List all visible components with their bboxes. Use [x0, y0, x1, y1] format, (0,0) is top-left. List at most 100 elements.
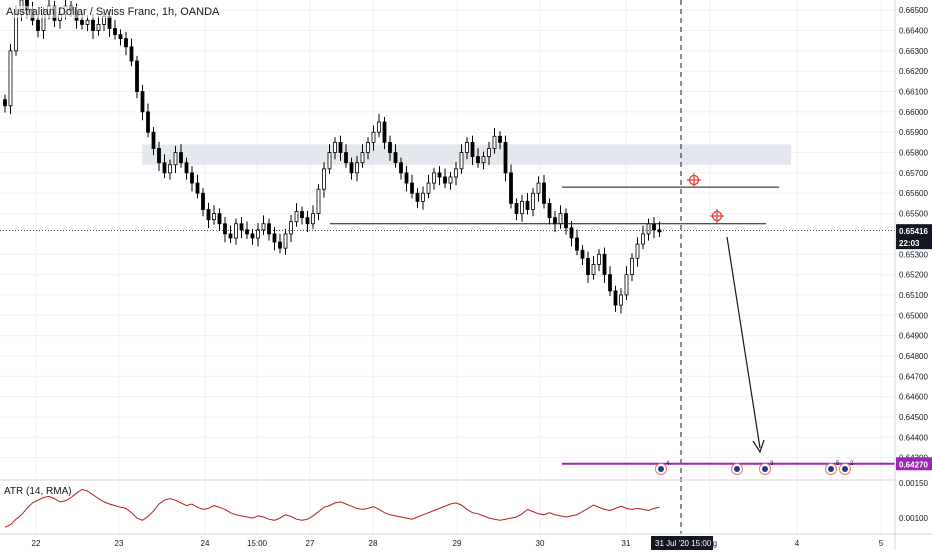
candle: [421, 186, 425, 210]
atr-pane: [0, 479, 895, 528]
candles: [3, 0, 662, 314]
candle-body: [113, 28, 117, 35]
time-tick-label: 24: [201, 539, 210, 548]
candle-body: [371, 131, 376, 143]
candle: [558, 205, 563, 229]
candle: [355, 156, 359, 182]
drawing-lines[interactable]: [0, 0, 895, 534]
candle-body: [630, 257, 634, 275]
candle: [470, 135, 475, 165]
candle: [239, 217, 244, 239]
event-badge-icon[interactable]: 2: [839, 461, 855, 475]
event-badge-icon[interactable]: 5: [825, 461, 841, 475]
candle: [140, 84, 145, 121]
candle: [162, 154, 167, 178]
badge-count: 2: [850, 461, 854, 467]
candle-body: [256, 229, 260, 239]
candle: [553, 210, 557, 233]
candle: [195, 174, 200, 199]
price-tick-label: 0.66100: [899, 88, 928, 97]
candle: [113, 20, 117, 40]
candle-body: [432, 172, 436, 184]
price-tick-label: 0.65600: [899, 189, 928, 198]
candle-body: [437, 172, 442, 178]
candle-body: [443, 176, 447, 184]
crosshair-time-tag: 31 Jul '20 15:00: [651, 536, 713, 550]
candle-body: [201, 192, 205, 210]
candle-body: [509, 172, 513, 204]
candle-body: [327, 152, 332, 170]
price-tick-label: 0.64700: [899, 372, 928, 381]
candle-body: [278, 241, 282, 249]
candle: [525, 193, 530, 215]
candle: [245, 221, 249, 239]
price-tick-label: 0.66400: [899, 27, 928, 36]
candle-body: [179, 152, 183, 164]
candle: [135, 55, 139, 99]
candle-body: [8, 50, 13, 107]
candle: [503, 135, 508, 182]
price-tick-label: 0.66300: [899, 47, 928, 56]
badge-count: 4: [666, 461, 670, 467]
candle: [437, 166, 442, 186]
candle: [509, 164, 513, 209]
candle: [250, 228, 255, 245]
candle-body: [107, 15, 112, 29]
candle-body: [558, 213, 563, 225]
candle-body: [525, 200, 530, 210]
event-badge-icon[interactable]: 3: [759, 461, 775, 475]
candle-body: [536, 182, 541, 194]
candle-body: [206, 209, 211, 221]
candle: [487, 141, 491, 165]
candle-body: [531, 192, 535, 210]
price-tick-label: 0.65500: [899, 210, 928, 219]
event-badge-icon[interactable]: 4: [655, 461, 671, 475]
price-axis[interactable]: 0.66500 0.66400 0.66300 0.66200 0.66100 0.660…: [894, 0, 932, 550]
candle: [388, 135, 392, 161]
candle: [608, 266, 612, 296]
candle-body: [129, 46, 134, 62]
candle: [641, 225, 645, 250]
time-tick-label: 28: [369, 539, 378, 548]
event-badge-icon[interactable]: [731, 463, 743, 475]
candle: [201, 188, 205, 217]
candle: [613, 285, 618, 312]
candle-body: [421, 192, 425, 202]
countdown-tag-bg: [896, 236, 932, 250]
candle: [217, 208, 222, 231]
candle-body: [366, 141, 370, 153]
time-tick-label: 31: [622, 539, 631, 548]
candle: [151, 127, 156, 156]
candle: [404, 166, 409, 192]
candle-body: [613, 290, 618, 306]
candle: [591, 256, 596, 280]
price-tick-label: 0.65000: [899, 311, 928, 320]
countdown-tag-text: 22:03: [899, 239, 920, 248]
candle-body: [272, 233, 277, 243]
candle: [465, 137, 469, 160]
candle: [316, 184, 321, 221]
candle-body: [542, 182, 546, 204]
candle: [652, 217, 656, 239]
candle: [602, 247, 607, 283]
target-price-tag-bg: [896, 457, 932, 471]
candle: [360, 144, 365, 168]
event-badges[interactable]: 4 3 5 2: [655, 461, 855, 475]
candle-body: [316, 188, 321, 214]
candle: [476, 148, 480, 168]
candle-body: [492, 135, 497, 149]
price-tick-label: 0.64600: [899, 393, 928, 402]
candle-body: [338, 141, 343, 153]
candle-body: [228, 233, 233, 239]
candle-body: [399, 162, 403, 174]
candle: [173, 145, 178, 174]
time-tick-label: 22: [32, 539, 41, 548]
arrow-head: [752, 439, 765, 454]
projection-arrow: [726, 236, 761, 449]
candle: [349, 157, 354, 180]
candle-body: [602, 253, 607, 275]
candle-body: [641, 233, 645, 245]
